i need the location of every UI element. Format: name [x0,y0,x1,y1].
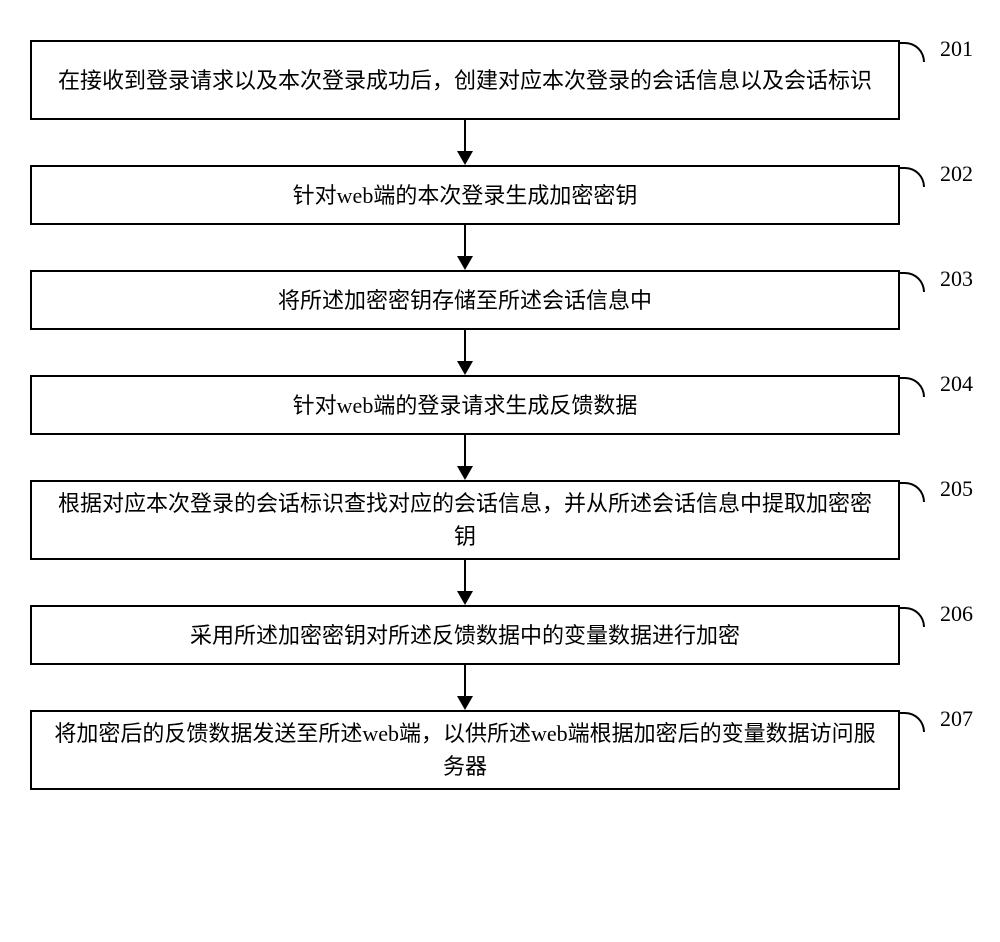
flow-step-201: 在接收到登录请求以及本次登录成功后，创建对应本次登录的会话信息以及会话标识 [30,40,900,120]
step-text: 根据对应本次登录的会话标识查找对应的会话信息，并从所述会话信息中提取加密密钥 [48,487,882,553]
arrow-line [464,560,466,591]
step-text: 将所述加密密钥存储至所述会话信息中 [278,284,652,317]
step-text: 采用所述加密密钥对所述反馈数据中的变量数据进行加密 [190,619,740,652]
flow-step-203: 将所述加密密钥存储至所述会话信息中 [30,270,900,330]
arrow-line [464,435,466,466]
label-connector [900,607,925,627]
label-connector [900,712,925,732]
arrow-head [457,361,473,375]
step-label-205: 205 [940,476,973,502]
step-label-202: 202 [940,161,973,187]
arrow-line [464,330,466,361]
step-label-206: 206 [940,601,973,627]
step-label-204: 204 [940,371,973,397]
flow-step-207: 将加密后的反馈数据发送至所述web端，以供所述web端根据加密后的变量数据访问服… [30,710,900,790]
step-label-207: 207 [940,706,973,732]
step-text: 针对web端的登录请求生成反馈数据 [293,389,638,422]
flow-step-204: 针对web端的登录请求生成反馈数据 [30,375,900,435]
arrow-head [457,591,473,605]
label-connector [900,272,925,292]
flowchart-container: 在接收到登录请求以及本次登录成功后，创建对应本次登录的会话信息以及会话标识 20… [0,20,1000,942]
arrow-head [457,466,473,480]
step-text: 在接收到登录请求以及本次登录成功后，创建对应本次登录的会话信息以及会话标识 [58,64,872,97]
flow-step-202: 针对web端的本次登录生成加密密钥 [30,165,900,225]
label-connector [900,167,925,187]
step-label-201: 201 [940,36,973,62]
flow-step-205: 根据对应本次登录的会话标识查找对应的会话信息，并从所述会话信息中提取加密密钥 [30,480,900,560]
arrow-head [457,151,473,165]
step-label-203: 203 [940,266,973,292]
label-connector [900,42,925,62]
label-connector [900,482,925,502]
step-text: 将加密后的反馈数据发送至所述web端，以供所述web端根据加密后的变量数据访问服… [48,717,882,783]
arrow-line [464,225,466,256]
arrow-line [464,120,466,151]
arrow-head [457,256,473,270]
step-text: 针对web端的本次登录生成加密密钥 [293,179,638,212]
arrow-head [457,696,473,710]
label-connector [900,377,925,397]
flow-step-206: 采用所述加密密钥对所述反馈数据中的变量数据进行加密 [30,605,900,665]
arrow-line [464,665,466,696]
